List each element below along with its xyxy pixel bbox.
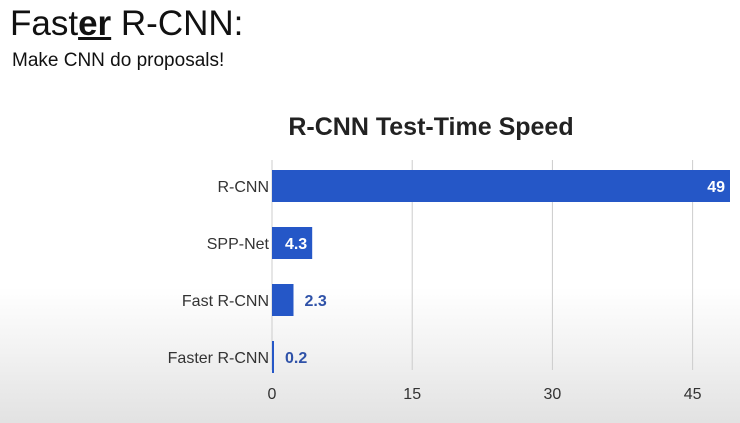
data-label: 4.3	[285, 236, 307, 253]
data-label: 49	[707, 179, 725, 196]
slide-title: Faster R-CNN:	[10, 4, 243, 44]
bar	[272, 170, 730, 202]
x-tick-label: 30	[544, 386, 562, 403]
chart-title: R-CNN Test-Time Speed	[288, 113, 573, 141]
x-tick-label: 15	[403, 386, 421, 403]
bar	[272, 341, 274, 373]
x-axis-ticks: 0 15 30 45	[268, 386, 702, 403]
bar	[272, 284, 294, 316]
category-label: Faster R-CNN	[168, 350, 269, 367]
category-label: R-CNN	[217, 179, 269, 196]
slide-title-emphasis: er	[78, 4, 112, 43]
bar	[272, 227, 313, 259]
slide-title-suffix: R-CNN:	[111, 4, 244, 43]
slide-subtitle: Make CNN do proposals!	[12, 50, 225, 71]
data-label: 0.2	[285, 350, 307, 367]
x-tick-label: 45	[684, 386, 702, 403]
category-labels: R-CNN 49 SPP-Net 4.3 Fast R-CNN 2.3 Faster R-C…	[168, 179, 725, 367]
category-label: SPP-Net	[207, 236, 270, 253]
data-label: 2.3	[304, 293, 326, 310]
slide-title-prefix: Fast	[10, 4, 79, 43]
category-label: Fast R-CNN	[182, 293, 269, 310]
bars	[272, 170, 730, 373]
x-tick-label: 0	[268, 386, 277, 403]
